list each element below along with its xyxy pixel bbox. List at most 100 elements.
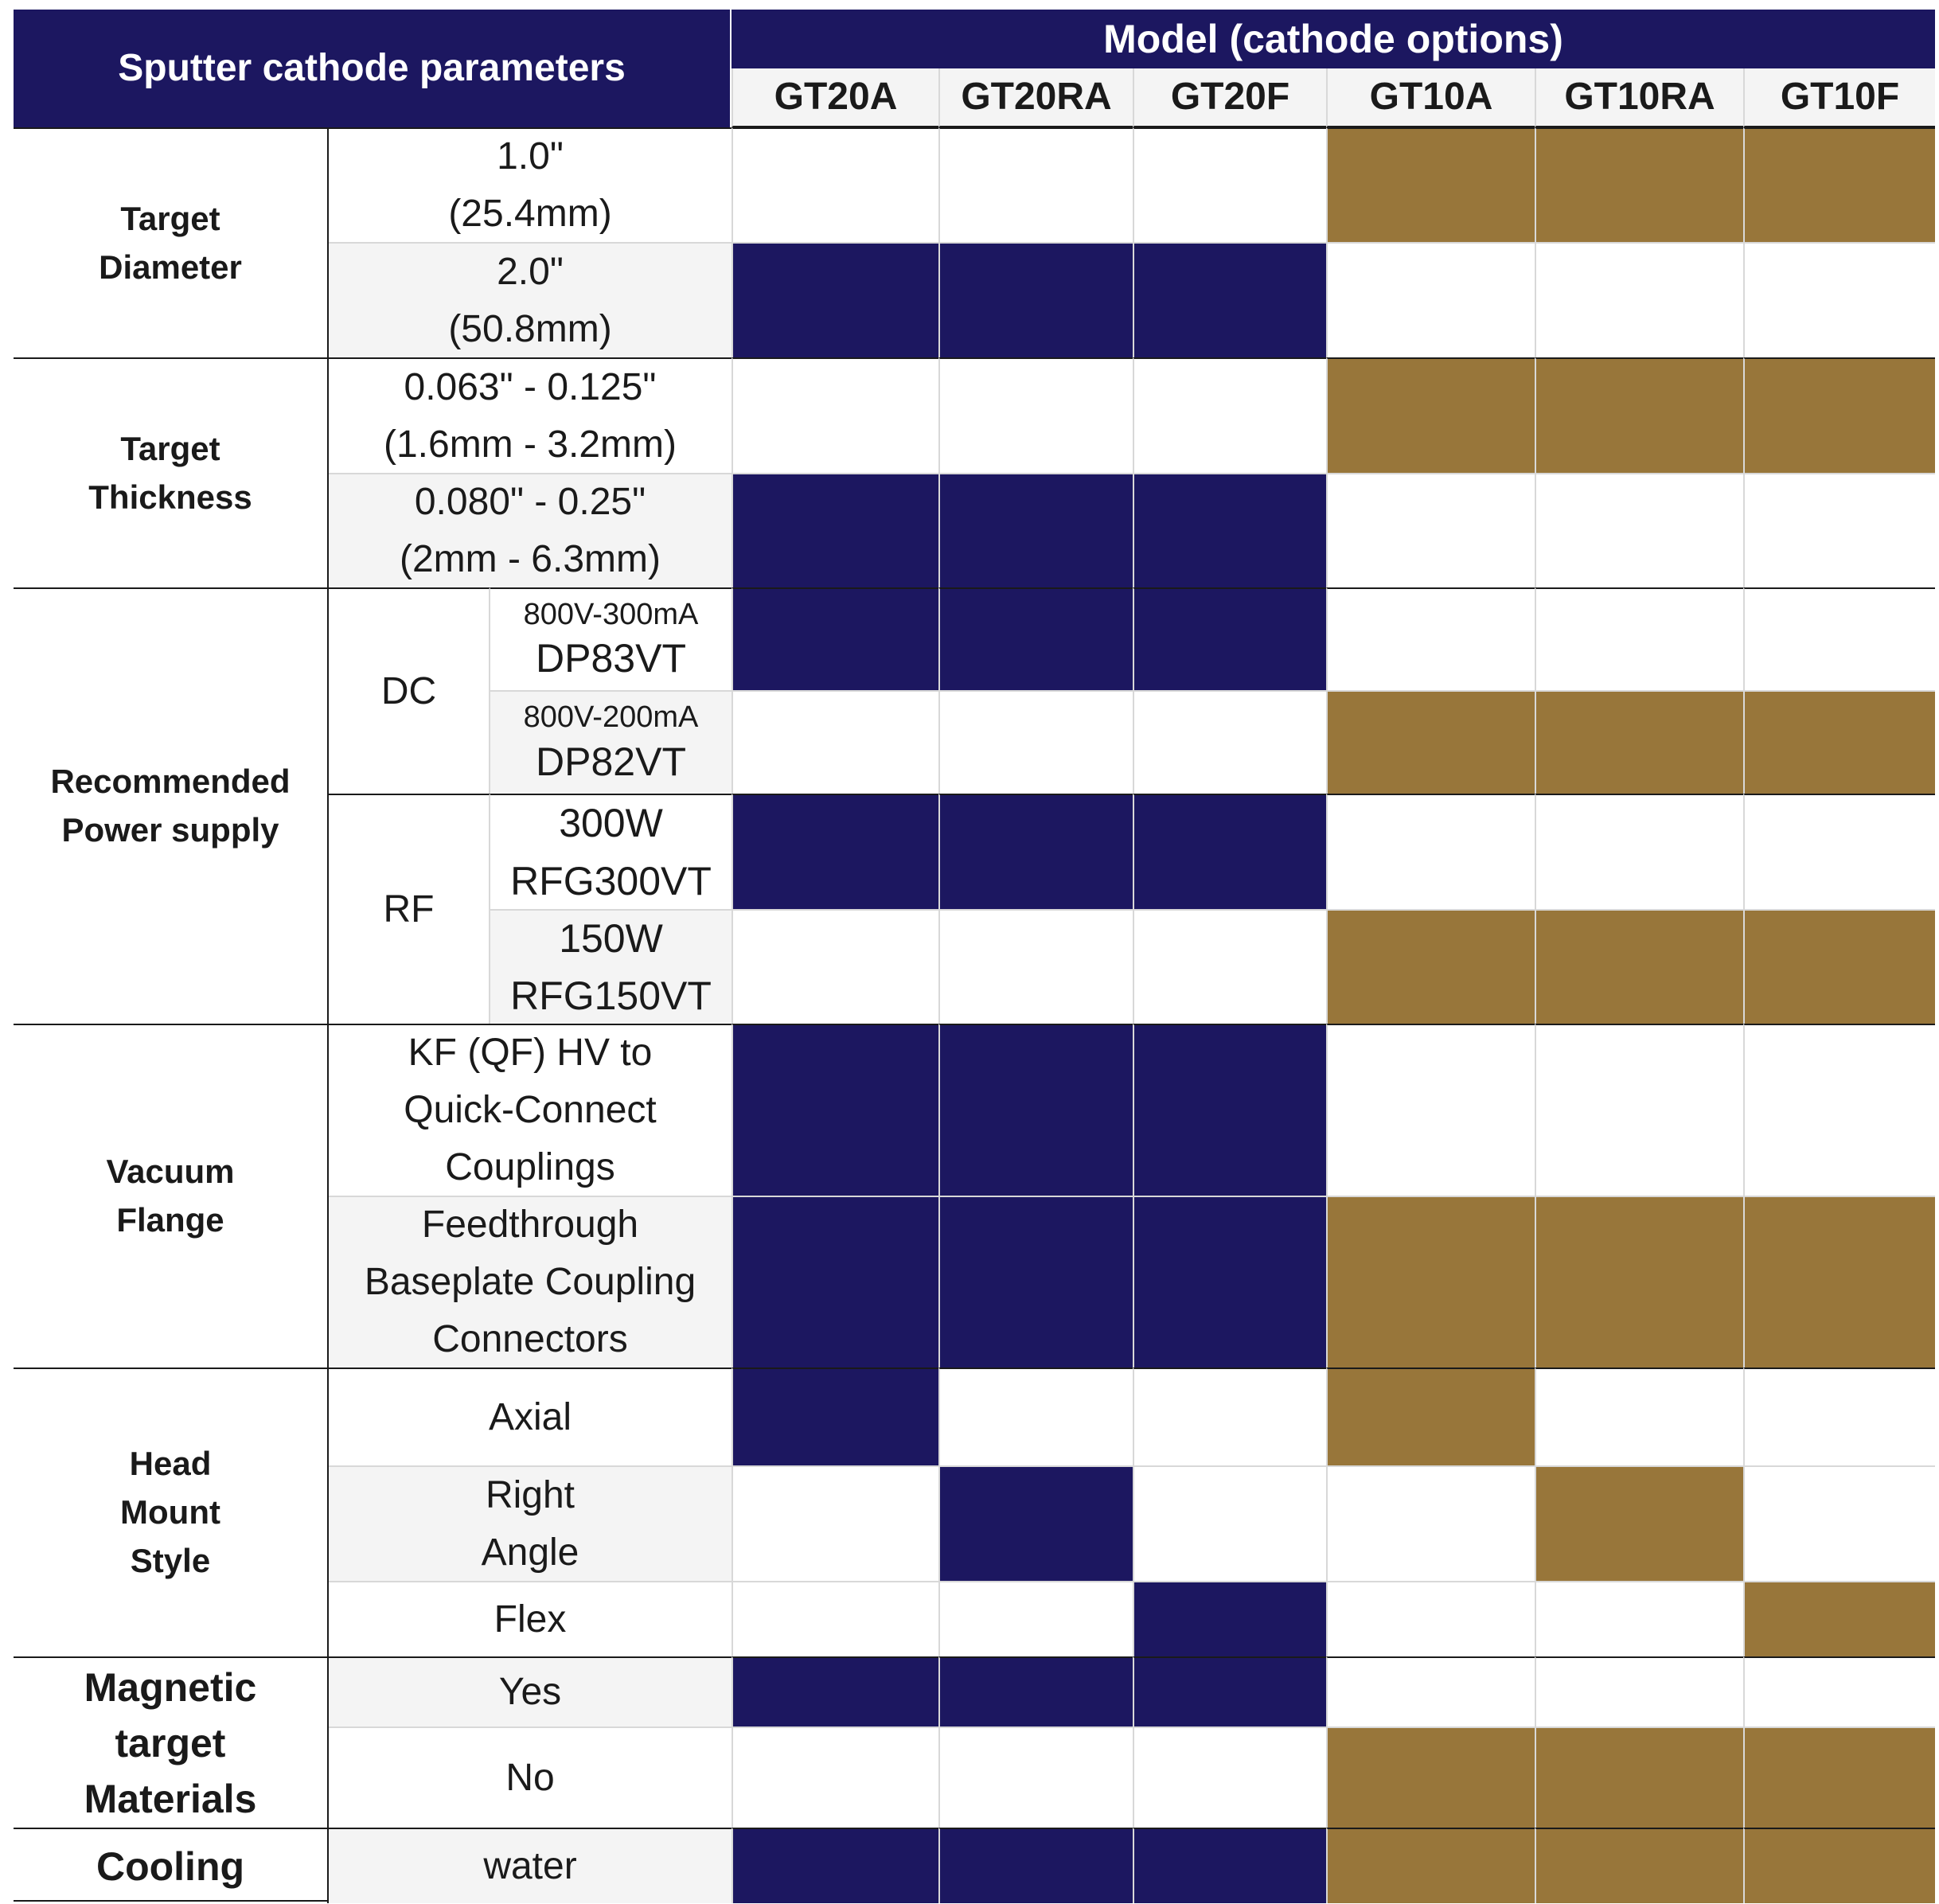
compat-cell-gt10a (1326, 690, 1535, 794)
compat-cell-gt10ra (1535, 1196, 1743, 1368)
cathode-comparison-table: Sputter cathode parameters Model (cathod… (14, 10, 1935, 1903)
compat-cell-gt20ra (938, 1465, 1133, 1581)
option-rf: RF (329, 794, 490, 1024)
compat-cell-gt10f (1743, 794, 1935, 909)
option-mount-flex: Flex (329, 1581, 732, 1656)
group-cooling: Cooling (14, 1828, 329, 1903)
compat-cell-gt10a (1326, 1465, 1535, 1581)
group-vacuum-flange: Vacuum Flange (14, 1024, 329, 1368)
compat-cell-gt20ra (938, 357, 1133, 473)
psu-rating: 150W (559, 915, 663, 961)
model-header-gt10a: GT10A (1326, 68, 1535, 127)
compat-cell-gt10ra (1535, 794, 1743, 909)
compat-cell-gt10a (1326, 1196, 1535, 1368)
compat-cell-gt10f (1743, 1368, 1935, 1465)
model-header-gt20a: GT20A (732, 68, 938, 127)
option-dc: DC (329, 587, 490, 794)
compat-cell-gt10ra (1535, 1726, 1743, 1828)
compat-cell-gt10f (1743, 1581, 1935, 1656)
compat-cell-gt20ra (938, 1368, 1133, 1465)
compat-cell-gt10a (1326, 127, 1535, 242)
compat-cell-gt10f (1743, 1656, 1935, 1726)
option-magnetic-yes: Yes (329, 1656, 732, 1726)
compat-cell-gt20f (1133, 909, 1326, 1024)
compat-cell-gt20a (732, 1465, 938, 1581)
compat-cell-gt20a (732, 1368, 938, 1465)
group-head-mount-style: Head Mount Style (14, 1368, 329, 1656)
compat-cell-gt10ra (1535, 357, 1743, 473)
compat-cell-gt20a (732, 357, 938, 473)
compat-cell-gt20f (1133, 473, 1326, 587)
compat-cell-gt20ra (938, 587, 1133, 690)
psu-model: RFG150VT (510, 973, 712, 1018)
psu-rating: 300W (559, 801, 663, 845)
option-thickness-1: 0.063" - 0.125" (1.6mm - 3.2mm) (329, 357, 732, 473)
compat-cell-gt10a (1326, 794, 1535, 909)
compat-cell-gt10f (1743, 1024, 1935, 1196)
compat-cell-gt20ra (938, 1196, 1133, 1368)
compat-cell-gt10a (1326, 587, 1535, 690)
compat-cell-gt10ra (1535, 1024, 1743, 1196)
option-flange-kf: KF (QF) HV to Quick-Connect Couplings (329, 1024, 732, 1196)
compat-cell-gt10ra (1535, 1368, 1743, 1465)
compat-cell-gt20a (732, 473, 938, 587)
compat-cell-gt20f (1133, 587, 1326, 690)
compat-cell-gt20a (732, 1726, 938, 1828)
option-mount-axial: Axial (329, 1368, 732, 1465)
compat-cell-gt20ra (938, 909, 1133, 1024)
compat-cell-gt20ra (938, 1726, 1133, 1828)
compat-cell-gt10a (1326, 473, 1535, 587)
compat-cell-gt20a (732, 690, 938, 794)
compat-cell-gt10f (1743, 1828, 1935, 1903)
compat-cell-gt10a (1326, 1024, 1535, 1196)
model-heading: Model (cathode options) (732, 10, 1935, 68)
compat-cell-gt20f (1133, 1828, 1326, 1903)
compat-cell-gt20ra (938, 473, 1133, 587)
group-target-thickness: Target Thickness (14, 357, 329, 587)
psu-dp82vt: 800V-200mA DP82VT (490, 690, 732, 794)
psu-dp83vt: 800V-300mA DP83VT (490, 587, 732, 690)
model-header-gt10f: GT10F (1743, 68, 1935, 127)
compat-cell-gt20f (1133, 357, 1326, 473)
compat-cell-gt20a (732, 909, 938, 1024)
compat-cell-gt20ra (938, 690, 1133, 794)
group-target-diameter: Target Diameter (14, 127, 329, 357)
compat-cell-gt10f (1743, 1465, 1935, 1581)
compat-cell-gt20f (1133, 1196, 1326, 1368)
psu-model: DP83VT (536, 636, 686, 681)
psu-model: DP82VT (536, 739, 686, 784)
option-mount-right-angle: Right Angle (329, 1465, 732, 1581)
option-flange-feedthrough: Feedthrough Baseplate Coupling Connector… (329, 1196, 732, 1368)
compat-cell-gt20ra (938, 1656, 1133, 1726)
compat-cell-gt20f (1133, 794, 1326, 909)
compat-cell-gt10ra (1535, 1465, 1743, 1581)
compat-cell-gt10f (1743, 909, 1935, 1024)
compat-cell-gt10a (1326, 357, 1535, 473)
compat-cell-gt10ra (1535, 690, 1743, 794)
psu-model: RFG300VT (510, 858, 712, 903)
compat-cell-gt20ra (938, 242, 1133, 357)
compat-cell-gt20ra (938, 1828, 1133, 1903)
group-power-supply: Recommended Power supply (14, 587, 329, 1024)
compat-cell-gt10ra (1535, 1581, 1743, 1656)
compat-cell-gt20ra (938, 794, 1133, 909)
compat-cell-gt20f (1133, 1368, 1326, 1465)
compat-cell-gt10f (1743, 690, 1935, 794)
compat-cell-gt10f (1743, 473, 1935, 587)
compat-cell-gt20a (732, 587, 938, 690)
compat-cell-gt10ra (1535, 1656, 1743, 1726)
compat-cell-gt20a (732, 794, 938, 909)
group-magnetic-target: Magnetic target Materials (14, 1656, 329, 1828)
psu-rfg150vt: 150W RFG150VT (490, 909, 732, 1024)
model-header-gt20f: GT20F (1133, 68, 1326, 127)
compat-cell-gt20ra (938, 1024, 1133, 1196)
compat-cell-gt10f (1743, 1726, 1935, 1828)
compat-cell-gt10a (1326, 1726, 1535, 1828)
compat-cell-gt10a (1326, 909, 1535, 1024)
compat-cell-gt10ra (1535, 473, 1743, 587)
compat-cell-gt20f (1133, 1581, 1326, 1656)
compat-cell-gt10ra (1535, 1828, 1743, 1903)
option-cooling-water: water (329, 1828, 732, 1903)
compat-cell-gt10a (1326, 1368, 1535, 1465)
compat-cell-gt20f (1133, 690, 1326, 794)
